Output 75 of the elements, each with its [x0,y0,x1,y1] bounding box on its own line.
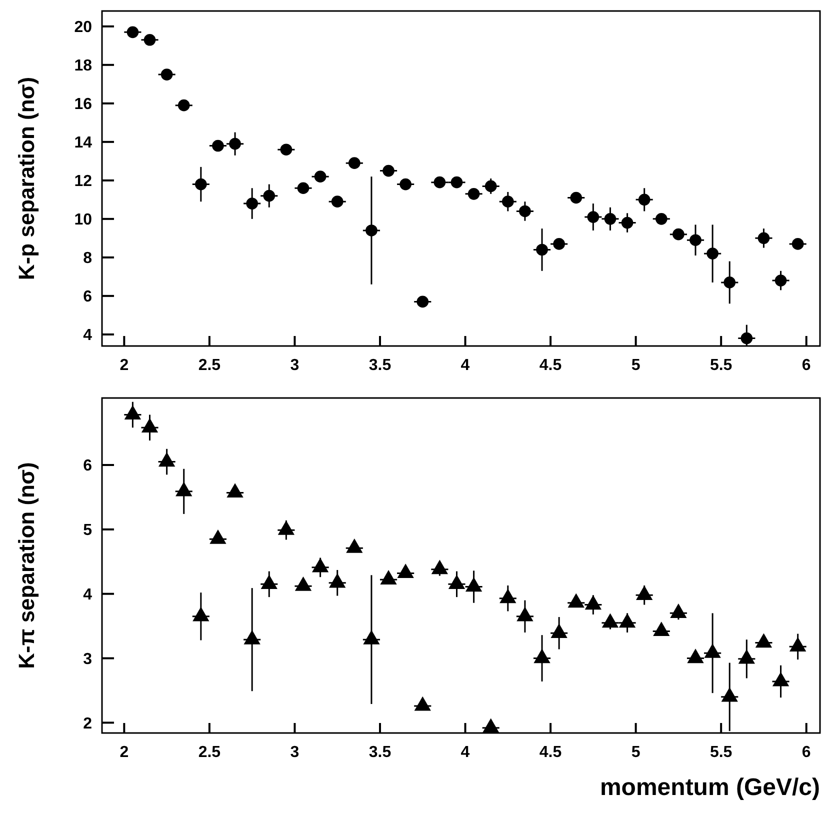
point [468,188,480,200]
point [672,228,684,240]
point [416,296,429,308]
point [297,182,310,194]
point [400,178,412,190]
x-tick-label: 2 [120,744,129,761]
point [263,190,276,202]
x-tick-label: 4.5 [539,744,562,761]
x-tick-label: 6 [802,357,811,374]
point [484,180,497,192]
point [690,234,702,246]
y-axis-title: K-π separation (nσ) [14,462,39,669]
x-tick-label: 5.5 [710,744,732,761]
y-tick-label: 16 [74,96,92,114]
x-tick-label: 6 [802,744,811,761]
point [587,211,600,223]
x-tick-label: 4 [460,744,470,761]
point [280,144,292,156]
x-tick-label: 4 [460,357,470,374]
point [519,205,531,218]
point [348,157,360,170]
point [434,176,446,188]
point [314,170,326,182]
point [195,178,207,190]
point [126,26,139,38]
point [144,34,156,46]
x-tick-label: 2.5 [198,744,221,761]
point [706,248,718,260]
point [774,274,787,286]
point [724,276,736,288]
x-tick-label: 3 [290,744,300,761]
point [366,224,378,236]
point [792,238,804,250]
y-tick-label: 6 [83,288,92,306]
x-tick-label: 3.5 [368,357,392,374]
point [553,238,565,250]
y-tick-label: 14 [74,134,92,152]
y-tick-label: 12 [74,173,92,190]
x-tick-label: 3 [290,357,300,374]
point [229,138,241,150]
y-tick-label: 10 [74,212,92,229]
point [246,198,258,210]
x-tick-label: 5 [631,357,640,374]
x-tick-label: 2.5 [198,357,221,374]
point [536,244,548,256]
point [160,68,173,80]
y-tick-label: 3 [83,650,92,668]
point [450,176,463,188]
y-tick-label: 2 [83,715,92,732]
point [604,213,616,225]
point [212,140,224,152]
x-tick-label: 3.5 [368,744,392,761]
point [740,332,753,344]
y-tick-label: 18 [74,58,92,75]
point [638,194,650,206]
y-tick-label: 6 [83,458,92,475]
y-tick-label: 5 [83,522,92,540]
point [331,196,344,208]
x-tick-label: 4.5 [539,357,562,374]
point [502,196,514,208]
point [382,164,394,177]
x-axis-title: momentum (GeV/c) [600,774,820,801]
point [570,192,582,204]
x-tick-label: 2 [120,357,129,374]
y-tick-label: 20 [74,19,92,36]
point [655,213,668,225]
x-tick-label: 5.5 [710,357,732,374]
point [758,232,770,244]
point [621,216,634,229]
x-tick-label: 5 [631,744,640,761]
point [178,99,190,112]
y-tick-label: 8 [83,250,92,268]
y-tick-label: 4 [83,327,92,344]
y-tick-label: 4 [83,586,92,604]
y-axis-title: K-p separation (nσ) [14,76,39,280]
